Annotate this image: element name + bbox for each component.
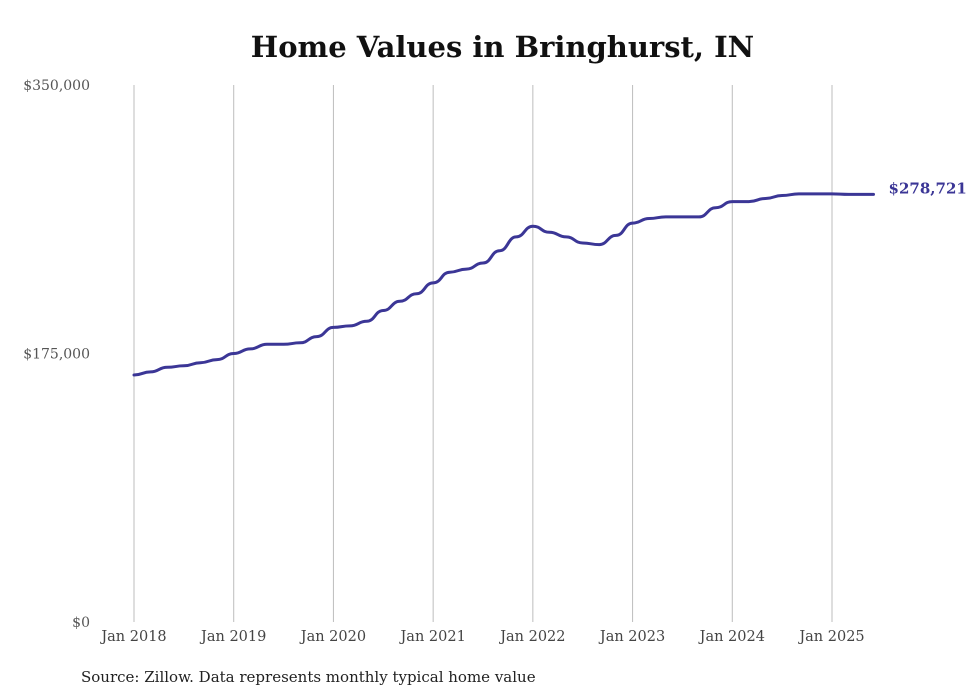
end-value-label: $278,721 (889, 179, 967, 197)
y-tick-label: $175,000 (23, 347, 90, 363)
x-tick-label: Jan 2019 (199, 629, 266, 645)
series-layer: $278,721 (132, 179, 967, 377)
x-tick-label: Jan 2018 (99, 629, 166, 645)
x-tick-label: Jan 2022 (498, 629, 565, 645)
series-line (132, 192, 875, 377)
y-axis-ticks: $0 $175,000 $350,000 (23, 78, 90, 631)
x-tick-label: Jan 2020 (299, 629, 366, 645)
y-tick-label: $350,000 (23, 78, 90, 94)
source-note: Source: Zillow. Data represents monthly … (81, 668, 536, 686)
x-tick-label: Jan 2021 (398, 629, 465, 645)
x-axis-ticks: Jan 2018 Jan 2019 Jan 2020 Jan 2021 Jan 2022… (99, 629, 864, 645)
x-tick-label: Jan 2025 (797, 629, 864, 645)
chart-title: Home Values in Bringhurst, IN (250, 30, 755, 64)
x-tick-label: Jan 2023 (598, 629, 665, 645)
y-tick-label: $0 (72, 615, 90, 631)
x-tick-label: Jan 2024 (698, 629, 765, 645)
